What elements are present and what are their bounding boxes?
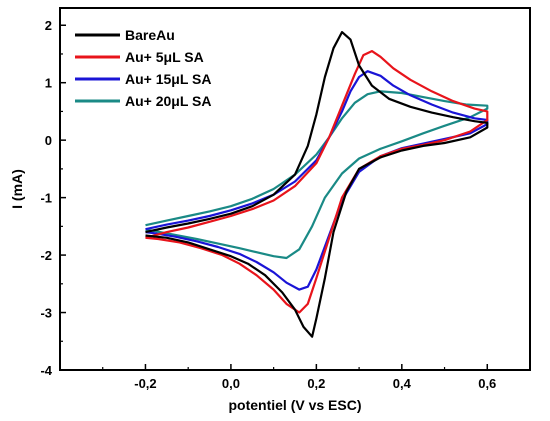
legend-label: BareAu (125, 27, 175, 43)
plot-frame (59, 7, 531, 371)
x-tick-label: 0,0 (222, 376, 240, 391)
y-tick-label: 0 (45, 133, 52, 148)
legend-label: Au+ 5μL SA (125, 49, 204, 65)
y-axis-title: I (mA) (9, 169, 25, 209)
legend: BareAu Au+ 5μL SA Au+ 15μL SA Au+ 20μL SA (75, 27, 212, 109)
legend-label: Au+ 15μL SA (125, 71, 212, 87)
x-tick-label: 0,4 (393, 376, 412, 391)
y-tick-label: 1 (45, 76, 52, 91)
y-tick-label: 2 (45, 18, 52, 33)
series-line-3 (145, 90, 489, 260)
x-tick-label: 0,2 (307, 376, 325, 391)
x-axis-title: potentiel (V vs ESC) (228, 397, 361, 413)
y-tick-label: -2 (40, 248, 52, 263)
y-tick-label: -4 (40, 363, 52, 378)
x-tick-label: 0,6 (478, 376, 496, 391)
series-layer (145, 31, 489, 338)
y-tick-label: -1 (40, 191, 52, 206)
series-line-0 (145, 31, 489, 338)
x-tick-label: -0,2 (134, 376, 156, 391)
series-line-1 (145, 50, 489, 314)
ticks-layer: -0,2 0,0 0,2 0,4 0,6 -4 -3 -2 -1 0 1 2 (40, 18, 496, 391)
y-tick-label: -3 (40, 306, 52, 321)
legend-label: Au+ 20μL SA (125, 93, 212, 109)
